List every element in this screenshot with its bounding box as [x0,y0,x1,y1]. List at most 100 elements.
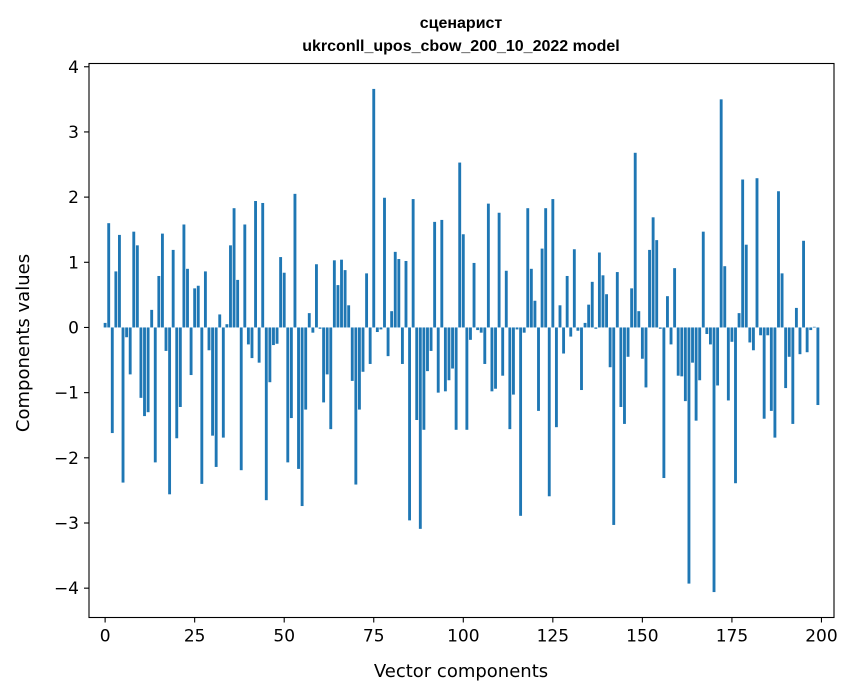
bar [229,245,232,328]
bar [379,327,383,330]
bar [189,327,193,376]
bar [153,327,157,463]
bar [315,264,318,328]
bar [551,199,555,328]
bar [655,240,659,328]
bar [168,327,172,495]
bar [508,327,512,430]
bar [766,327,770,336]
bar [182,224,186,328]
bar [558,305,562,328]
bar [501,327,505,376]
y-tick-label: 2 [68,188,79,208]
bar [741,179,745,328]
bar [734,327,737,484]
bar [794,307,798,328]
bar [426,327,429,372]
bar [605,294,608,328]
bar [658,327,662,329]
bar [411,199,415,328]
bar [479,327,483,333]
bar [325,327,329,375]
bar [232,208,236,328]
bar [354,327,358,485]
bar [196,285,200,328]
bar [712,327,716,593]
bar [386,327,390,357]
bar [422,327,426,430]
bar [490,327,494,392]
bar [211,327,215,436]
bar [812,326,816,328]
x-tick-label: 50 [273,627,295,647]
bar [666,296,669,328]
bar [110,327,114,434]
bar [279,257,283,328]
bar [365,273,369,328]
bar [798,327,802,355]
bar [404,260,408,328]
bar [569,327,573,337]
bar [805,327,809,353]
bar [443,327,447,392]
bar [461,234,465,328]
bar [716,327,720,386]
x-tick-label: 150 [626,627,658,647]
bar [372,88,376,328]
bar [726,327,730,401]
bar [254,201,257,328]
y-axis-ticks: −4 −3 −2 −1 0 1 2 3 4 [54,58,89,599]
bar [623,327,626,424]
bar [207,327,211,351]
bar [390,311,394,328]
bar [436,327,440,393]
bar [683,327,687,402]
bar [261,202,265,328]
bar [472,262,476,328]
bar [246,327,250,345]
bar [311,327,315,333]
bar [780,273,784,328]
bar [576,327,580,331]
x-tick-label: 0 [100,627,111,647]
bar [583,322,587,328]
bar [135,245,139,328]
bar [590,281,594,328]
bar [454,327,458,430]
bar [791,327,795,424]
bar [397,259,401,328]
bar [809,327,813,331]
bar [458,162,462,328]
bar [300,327,304,507]
bar [504,270,508,328]
bar [304,327,308,410]
bar [777,191,780,328]
bar [673,268,677,328]
bar [275,327,279,344]
bar [486,203,490,328]
bar [669,327,673,345]
bar [383,197,386,328]
bar [802,240,805,328]
bar [565,275,569,328]
bar [619,327,623,407]
bar [121,327,125,483]
y-tick-label: 0 [68,318,79,338]
bar [418,327,422,529]
bar [393,251,397,328]
y-tick-label: −3 [54,514,79,534]
bar [816,327,820,406]
bar [762,327,766,419]
bar [662,327,666,479]
bar [440,219,444,328]
bar [286,327,290,463]
bar [633,152,637,328]
bar [554,327,558,428]
bar [157,275,161,328]
bar [175,327,179,439]
bar [268,327,272,383]
y-axis-label: Components values [13,254,34,432]
bar [744,244,748,328]
bar [580,327,583,391]
bar [146,327,150,413]
